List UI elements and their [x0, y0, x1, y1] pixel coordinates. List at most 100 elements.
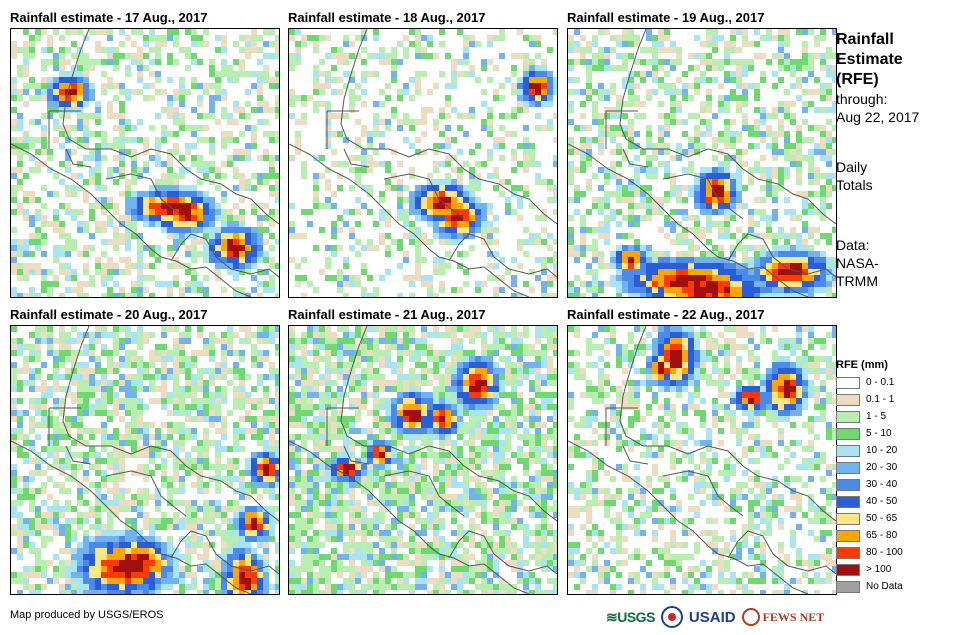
rainfall-cell — [59, 482, 65, 488]
rainfall-cell — [493, 35, 499, 41]
rainfall-cell — [529, 41, 535, 47]
rainfall-cell — [89, 566, 95, 572]
rainfall-cell — [29, 404, 35, 410]
rainfall-cell — [101, 548, 107, 554]
rainfall-cell — [257, 215, 263, 221]
rainfall-cell — [385, 95, 391, 101]
rainfall-cell — [772, 113, 778, 119]
rainfall-cell — [95, 173, 101, 179]
rainfall-cell — [191, 578, 197, 584]
rainfall-cell — [59, 233, 65, 239]
rainfall-cell — [113, 434, 119, 440]
rainfall-cell — [71, 554, 77, 560]
rainfall-cell — [131, 209, 137, 215]
rainfall-cell — [35, 530, 41, 536]
rainfall-cell — [77, 281, 83, 287]
rainfall-cell — [227, 65, 233, 71]
rainfall-cell — [137, 275, 143, 281]
rainfall-cell — [11, 239, 17, 245]
rainfall-cell — [29, 350, 35, 356]
rainfall-cell — [784, 233, 790, 239]
rainfall-cell — [185, 572, 191, 578]
rainfall-cell — [535, 233, 541, 239]
rainfall-cell — [547, 356, 553, 362]
rainfall-cell — [622, 269, 628, 275]
rainfall-cell — [77, 542, 83, 548]
rainfall-cell — [778, 227, 784, 233]
rainfall-cell — [101, 446, 107, 452]
rainfall-cell — [574, 197, 580, 203]
rainfall-cell — [161, 560, 167, 566]
rainfall-cell — [95, 524, 101, 530]
rainfall-cell — [511, 257, 517, 263]
rainfall-cell — [784, 209, 790, 215]
rainfall-cell — [89, 464, 95, 470]
rainfall-cell — [113, 464, 119, 470]
rainfall-cell — [11, 89, 17, 95]
rainfall-cell — [535, 338, 541, 344]
rainfall-cell — [535, 239, 541, 245]
rainfall-cell — [706, 35, 712, 41]
rainfall-cell — [53, 578, 59, 584]
rainfall-cell — [59, 71, 65, 77]
rainfall-cell — [119, 155, 125, 161]
rainfall-cell — [814, 263, 820, 269]
rainfall-cell — [547, 185, 553, 191]
rainfall-cell — [107, 29, 113, 35]
rainfall-cell — [451, 374, 457, 380]
rainfall-cell — [616, 95, 622, 101]
rainfall-cell — [421, 203, 427, 209]
rainfall-cell — [517, 101, 523, 107]
rainfall-cell — [269, 83, 275, 89]
rainfall-cell — [77, 119, 83, 125]
rainfall-cell — [802, 203, 808, 209]
rainfall-cell — [95, 482, 101, 488]
rainfall-cell — [239, 482, 245, 488]
rainfall-cell — [784, 59, 790, 65]
rainfall-cell — [523, 281, 529, 287]
rainfall-cell — [433, 83, 439, 89]
rainfall-cell — [17, 251, 23, 257]
rainfall-cell — [35, 458, 41, 464]
rainfall-cell — [251, 518, 257, 524]
rainfall-cell — [59, 584, 65, 590]
rainfall-cell — [325, 185, 331, 191]
rainfall-cell — [547, 257, 553, 263]
rainfall-cell — [17, 209, 23, 215]
rainfall-cell — [221, 392, 227, 398]
rainfall-cell — [646, 137, 652, 143]
rainfall-cell — [173, 422, 179, 428]
rainfall-cell — [155, 113, 161, 119]
rainfall-cell — [245, 548, 251, 554]
rainfall-cell — [113, 167, 119, 173]
rainfall-cell — [245, 269, 251, 275]
rainfall-cell — [47, 101, 53, 107]
rainfall-cell — [59, 227, 65, 233]
rainfall-cell — [628, 275, 634, 281]
rainfall-cell — [682, 227, 688, 233]
rainfall-cell — [409, 77, 415, 83]
rainfall-cell — [95, 149, 101, 155]
rainfall-cell — [107, 572, 113, 578]
rainfall-cell — [83, 380, 89, 386]
rainfall-cell — [197, 416, 203, 422]
rainfall-cell — [233, 476, 239, 482]
rainfall-cell — [239, 293, 245, 297]
rainfall-cell — [337, 173, 343, 179]
rainfall-cell — [373, 29, 379, 35]
rainfall-cell — [307, 380, 313, 386]
rainfall-cell — [535, 173, 541, 179]
rainfall-cell — [754, 167, 760, 173]
rainfall-cell — [65, 428, 71, 434]
rainfall-cell — [592, 41, 598, 47]
rainfall-cell — [143, 275, 149, 281]
rainfall-cell — [427, 107, 433, 113]
rainfall-cell — [83, 566, 89, 572]
rainfall-cell — [439, 263, 445, 269]
rainfall-cell — [29, 233, 35, 239]
rainfall-cell — [173, 275, 179, 281]
rainfall-cell — [185, 458, 191, 464]
rainfall-cell — [209, 149, 215, 155]
rainfall-cell — [403, 326, 409, 332]
rainfall-cell — [808, 161, 814, 167]
